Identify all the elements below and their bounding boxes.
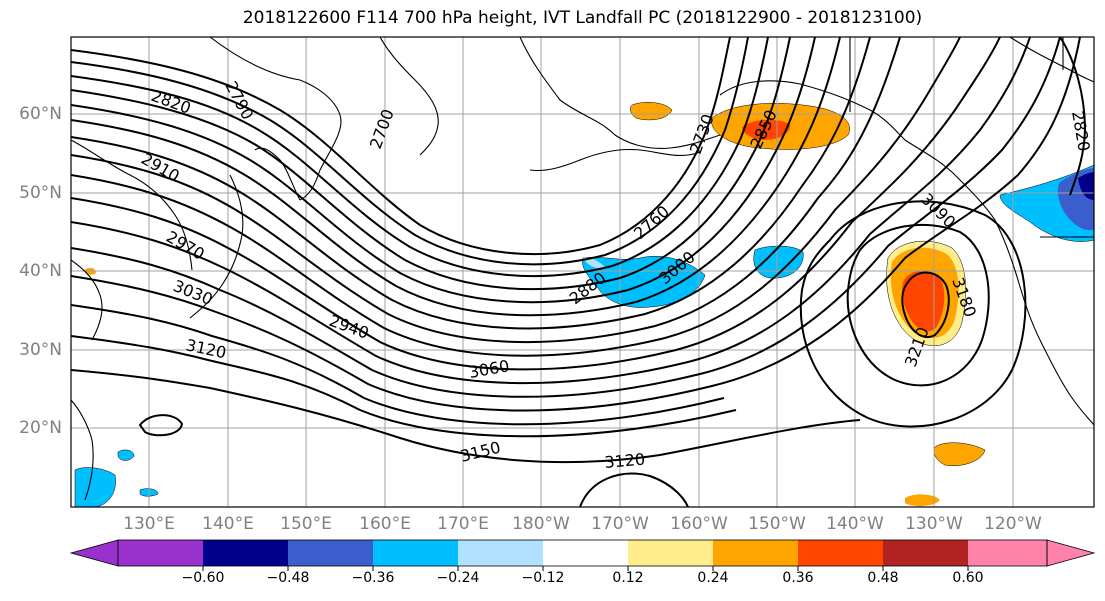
lon-label-160e: 160°E xyxy=(359,514,411,534)
colorbar-bin-10 xyxy=(883,540,968,566)
colorbar-tick-label: 0.48 xyxy=(867,570,899,586)
colorbar-tick-label: −0.60 xyxy=(181,570,225,586)
colorbar-tick-label: 0.12 xyxy=(612,570,644,586)
shade-neg-central-light xyxy=(583,257,606,269)
colorbar-bin-9 xyxy=(798,540,883,566)
colorbar-bin-8 xyxy=(713,540,798,566)
map-title: 2018122600 F114 700 hPa height, IVT Land… xyxy=(242,8,923,28)
colorbar-bin-4 xyxy=(373,540,458,566)
coastlines xyxy=(71,37,1094,501)
shade-neg-sw1 xyxy=(74,467,116,507)
lon-label-170e: 170°E xyxy=(437,514,489,534)
colorbar-bin-11 xyxy=(968,540,1047,566)
shade-neg-sw2 xyxy=(117,449,135,461)
lon-label-120w: 120°W xyxy=(984,514,1042,534)
lon-label-130e: 130°E xyxy=(123,514,175,534)
colorbar-bin-6 xyxy=(543,540,628,566)
lon-label-150e: 150°E xyxy=(280,514,332,534)
colorbar-tick-label: −0.12 xyxy=(521,570,565,586)
colorbar-bin-3 xyxy=(288,540,373,566)
colorbar-tick-label: −0.24 xyxy=(436,570,480,586)
lon-label-140e: 140°E xyxy=(202,514,254,534)
lon-label-150w: 150°W xyxy=(748,514,806,534)
lon-label-140w: 140°W xyxy=(826,514,884,534)
plot-frame xyxy=(70,36,1095,508)
lat-label-30n: 30°N xyxy=(19,340,62,360)
colorbar-extend-max xyxy=(1046,539,1096,567)
colorbar-tick-label: 0.24 xyxy=(697,570,729,586)
contour-label-3120-s: 3120 xyxy=(604,450,646,472)
lat-label-40n: 40°N xyxy=(19,261,62,281)
lat-label-50n: 50°N xyxy=(19,183,62,203)
lon-label-160w: 160°W xyxy=(670,514,728,534)
lat-label-20n: 20°N xyxy=(19,418,62,438)
lon-label-130w: 130°W xyxy=(905,514,963,534)
colorbar-tick-label: −0.36 xyxy=(351,570,395,586)
lat-label-60n: 60°N xyxy=(19,104,62,124)
colorbar-bin-7 xyxy=(628,540,713,566)
colorbar-tick-label: 0.36 xyxy=(782,570,814,586)
colorbar-bin-5 xyxy=(458,540,543,566)
shade-pos-goa-core xyxy=(742,119,791,140)
gridlines xyxy=(71,37,1094,507)
colorbar-bin-2 xyxy=(203,540,288,566)
shade-pos-se xyxy=(933,442,986,466)
colorbar-extend-min xyxy=(69,539,119,567)
colorbar-tick-label: −0.48 xyxy=(266,570,310,586)
colorbar-tick-label: 0.60 xyxy=(952,570,984,586)
colorbar xyxy=(69,539,1096,571)
shade-pos-small xyxy=(630,102,673,121)
height-contours xyxy=(71,37,1087,507)
lon-label-170w: 170°W xyxy=(591,514,649,534)
shade-pos-se2 xyxy=(905,494,940,507)
colorbar-bin-1 xyxy=(118,540,203,566)
lon-label-180w: 180°W xyxy=(512,514,570,534)
